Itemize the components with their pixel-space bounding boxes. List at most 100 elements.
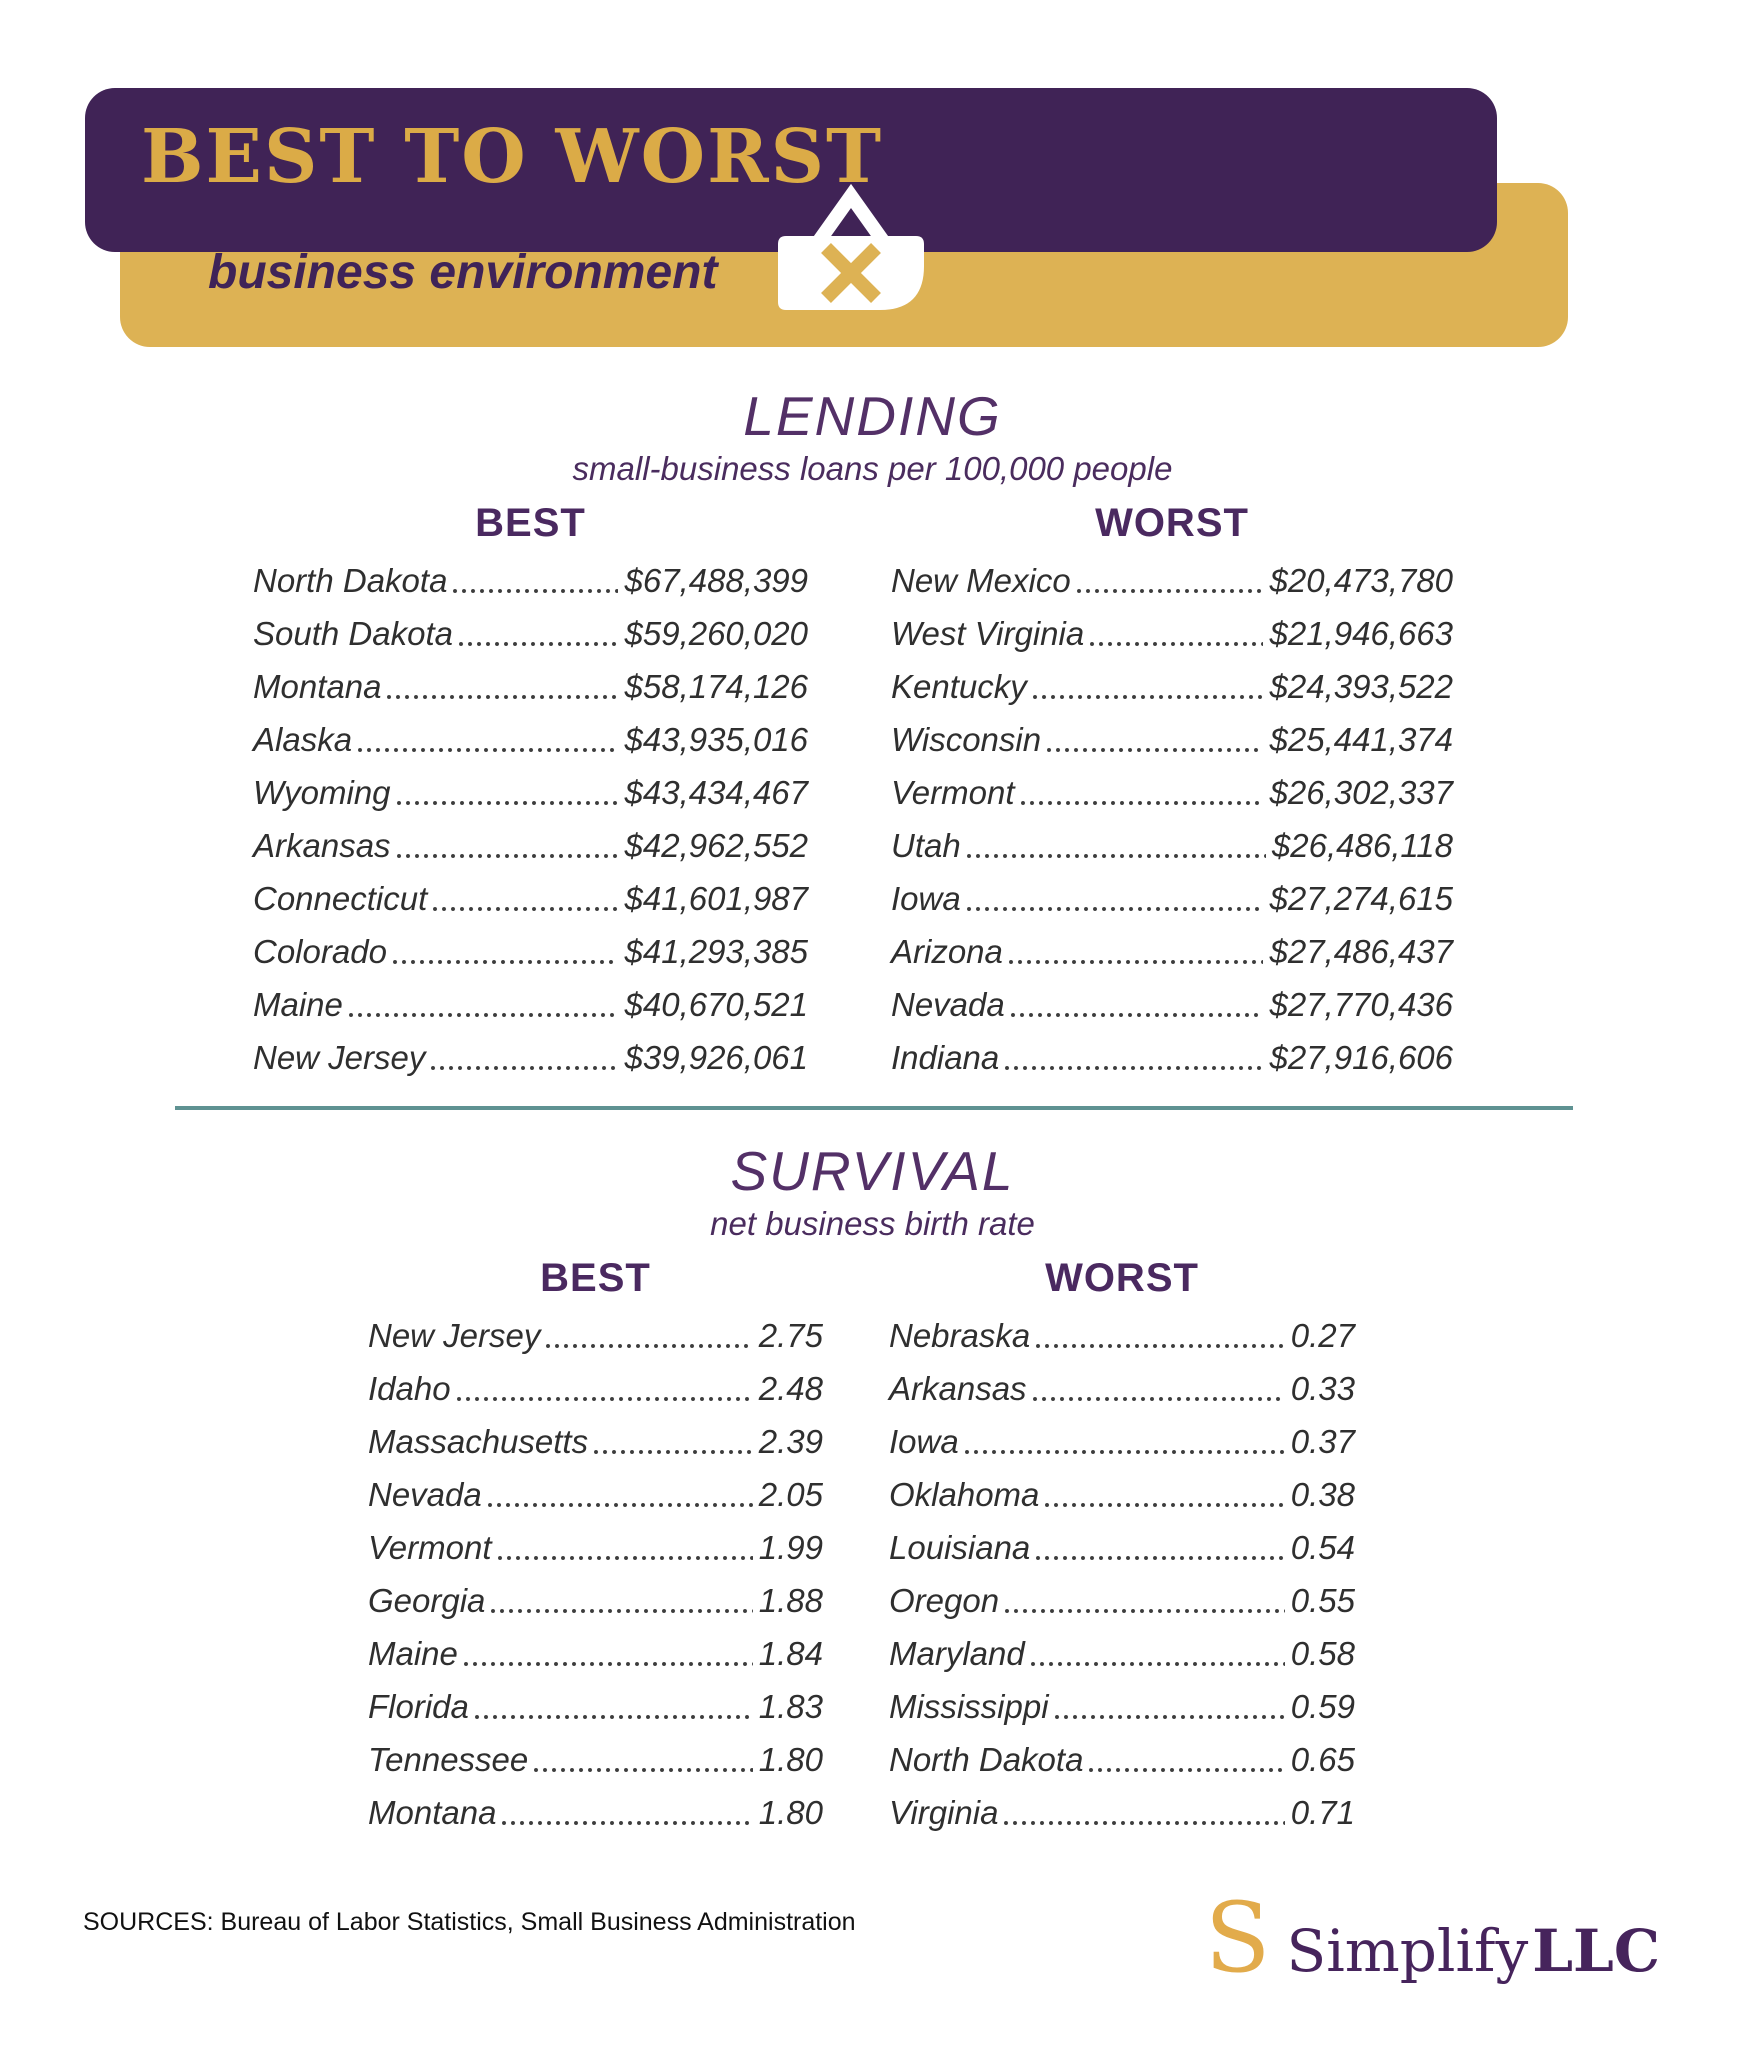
state-name: Colorado [253, 933, 387, 970]
dot-leader [1004, 1821, 1285, 1825]
state-name: Oregon [889, 1582, 1000, 1619]
logo-s-mark: S [1204, 1882, 1271, 1994]
state-value: 0.71 [1290, 1794, 1355, 1831]
state-value: 1.88 [758, 1582, 823, 1619]
state-name: Maryland [889, 1635, 1025, 1672]
section-lending: LENDING small-business loans per 100,000… [0, 385, 1745, 1083]
state-name: New Jersey [368, 1317, 541, 1354]
dot-leader [594, 1450, 753, 1454]
ranking-row: Tennessee 1.80 [368, 1732, 823, 1785]
state-name: Alaska [253, 721, 353, 758]
state-name: Nevada [891, 986, 1005, 1023]
ranking-row: Florida 1.83 [368, 1679, 823, 1732]
ranking-row: South Dakota $59,260,020 [253, 606, 808, 659]
state-value: $20,473,780 [1269, 562, 1453, 599]
state-value: $26,302,337 [1269, 774, 1453, 811]
ranking-row: Montana $58,174,126 [253, 659, 808, 712]
ranking-row: Indiana $27,916,606 [891, 1030, 1453, 1083]
state-name: Indiana [891, 1039, 1000, 1076]
state-value: 0.55 [1290, 1582, 1355, 1619]
ranking-row: Maryland 0.58 [889, 1626, 1355, 1679]
ranking-list-best: North Dakota $67,488,399 South Dakota $59,2… [253, 553, 808, 1083]
state-name: North Dakota [253, 562, 448, 599]
ranking-row: Wisconsin $25,441,374 [891, 712, 1453, 765]
column-header-worst: WORST [1045, 1256, 1199, 1300]
state-name: Arizona [891, 933, 1003, 970]
dot-leader [491, 1609, 753, 1613]
ranking-row: Connecticut $41,601,987 [253, 871, 808, 924]
dot-leader [966, 854, 1266, 858]
dot-leader [487, 1503, 753, 1507]
state-value: $40,670,521 [624, 986, 808, 1023]
ranking-row: Colorado $41,293,385 [253, 924, 808, 977]
ranking-row: Iowa $27,274,615 [891, 871, 1453, 924]
ranking-row: Nebraska 0.27 [889, 1308, 1355, 1361]
section-subtitle: small-business loans per 100,000 people [572, 450, 1173, 487]
state-value: 0.65 [1290, 1741, 1355, 1778]
state-value: 2.48 [758, 1370, 823, 1407]
state-name: South Dakota [253, 615, 453, 652]
dot-leader [456, 1397, 753, 1401]
state-value: $41,293,385 [624, 933, 808, 970]
ranking-row: West Virginia $21,946,663 [891, 606, 1453, 659]
ranking-row: Idaho 2.48 [368, 1361, 823, 1414]
dot-leader [396, 801, 619, 805]
ranking-column-best: BEST North Dakota $67,488,399 South Dakota… [253, 499, 808, 1083]
state-name: North Dakota [889, 1741, 1084, 1778]
ranking-row: New Jersey 2.75 [368, 1308, 823, 1361]
state-name: Maine [253, 986, 343, 1023]
state-value: $43,434,467 [624, 774, 808, 811]
dot-leader [1032, 1397, 1285, 1401]
ranking-column-best: BEST New Jersey 2.75 Idaho 2.48 Massachusett… [368, 1254, 823, 1838]
ranking-row: Wyoming $43,434,467 [253, 765, 808, 818]
state-value: $39,926,061 [624, 1039, 808, 1076]
column-header-best: BEST [475, 501, 586, 545]
state-value: $43,935,016 [624, 721, 808, 758]
ranking-row: Maine $40,670,521 [253, 977, 808, 1030]
dot-leader [433, 907, 619, 911]
state-value: 2.05 [758, 1476, 823, 1513]
state-name: Nebraska [889, 1317, 1031, 1354]
dot-leader [358, 748, 619, 752]
state-value: $27,916,606 [1269, 1039, 1453, 1076]
state-value: $25,441,374 [1269, 721, 1453, 758]
ranking-row: Mississippi 0.59 [889, 1679, 1355, 1732]
dot-leader [1036, 1344, 1285, 1348]
shopping-bag-icon [778, 183, 924, 310]
section-survival: SURVIVAL net business birth rate BEST Ne… [0, 1140, 1745, 1838]
state-name: Wisconsin [891, 721, 1042, 758]
ranking-row: Arkansas 0.33 [889, 1361, 1355, 1414]
ranking-column-worst: WORST Nebraska 0.27 Arkansas 0.33 Iowa 0.37 Ok… [889, 1254, 1355, 1838]
dot-leader [1008, 960, 1264, 964]
ranking-row: North Dakota $67,488,399 [253, 553, 808, 606]
ranking-row: Georgia 1.88 [368, 1573, 823, 1626]
ranking-row: Louisiana 0.54 [889, 1520, 1355, 1573]
state-value: 1.80 [758, 1741, 823, 1778]
section-subtitle: net business birth rate [710, 1205, 1035, 1242]
state-name: Iowa [891, 880, 961, 917]
state-value: 1.83 [758, 1688, 823, 1725]
dot-leader [964, 1450, 1285, 1454]
state-value: $27,486,437 [1269, 933, 1453, 970]
state-value: $27,274,615 [1269, 880, 1453, 917]
ranking-row: Utah $26,486,118 [891, 818, 1453, 871]
state-name: New Mexico [891, 562, 1071, 599]
state-name: Vermont [368, 1529, 492, 1566]
ranking-row: Montana 1.80 [368, 1785, 823, 1838]
section-title: LENDING [743, 385, 1002, 447]
state-name: Florida [368, 1688, 469, 1725]
state-name: Virginia [889, 1794, 999, 1831]
dot-leader [502, 1821, 753, 1825]
ranking-list-worst: New Mexico $20,473,780 West Virginia $21,94… [891, 553, 1453, 1083]
state-name: New Jersey [253, 1039, 426, 1076]
dot-leader [1054, 1715, 1285, 1719]
ranking-row: Maine 1.84 [368, 1626, 823, 1679]
state-value: 0.54 [1290, 1529, 1355, 1566]
header-purple-box: BEST TO WORST [85, 88, 1497, 252]
ranking-row: Iowa 0.37 [889, 1414, 1355, 1467]
column-header-best: BEST [540, 1256, 651, 1300]
state-name: Arkansas [889, 1370, 1027, 1407]
state-value: $26,486,118 [1271, 827, 1453, 864]
state-name: Oklahoma [889, 1476, 1040, 1513]
